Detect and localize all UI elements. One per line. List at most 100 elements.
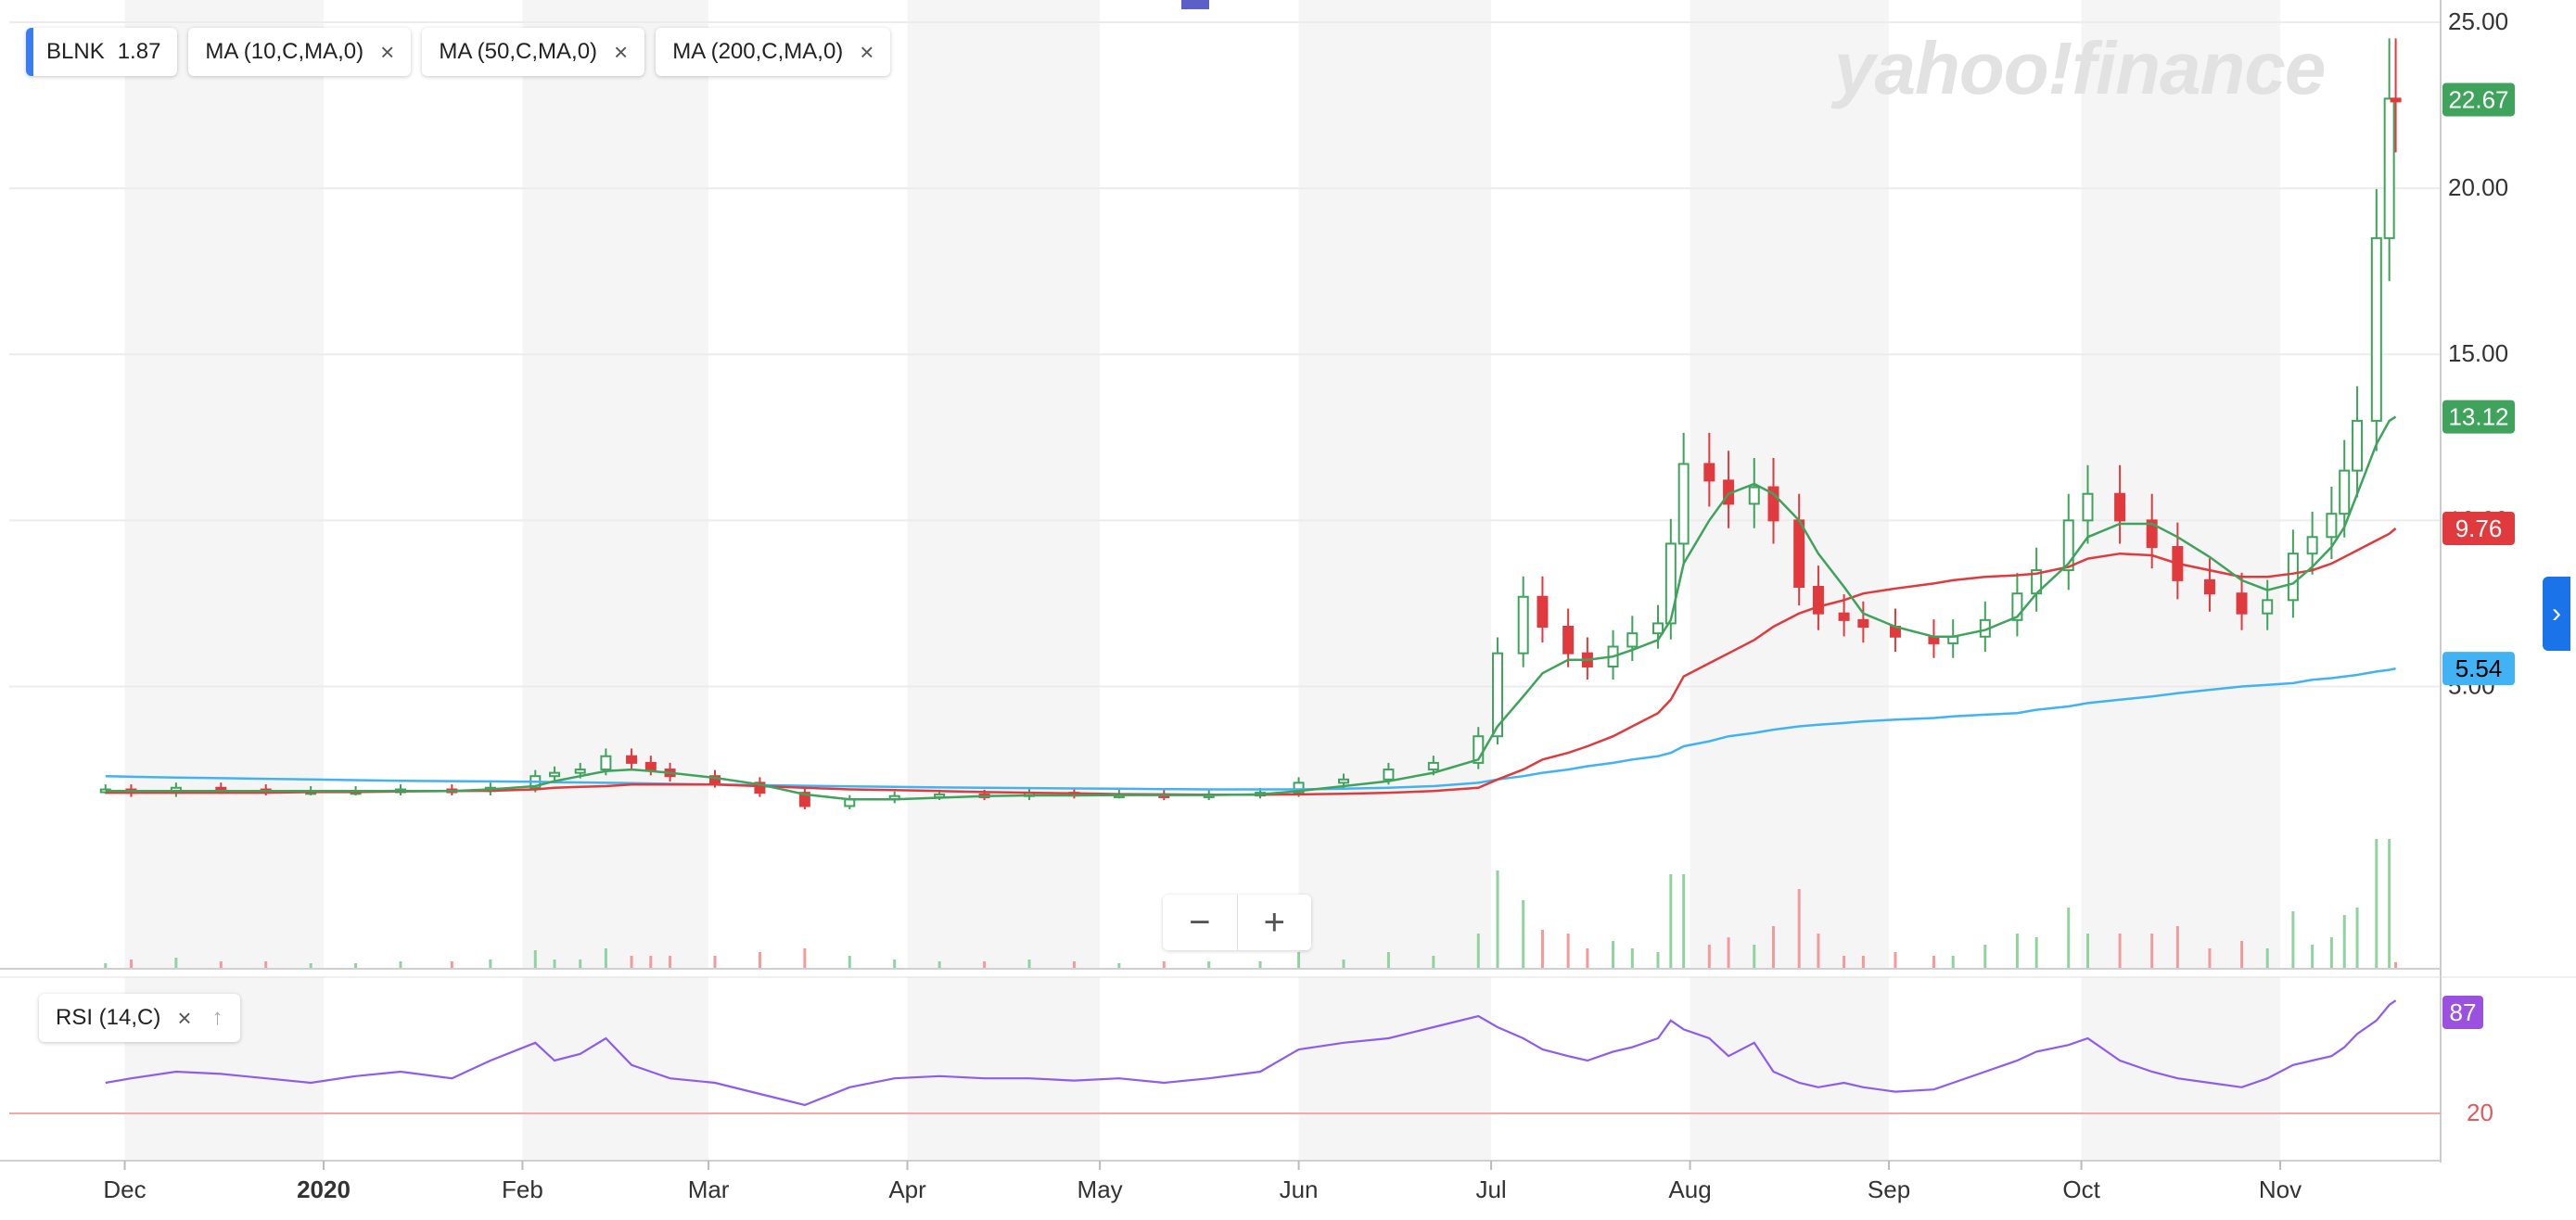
candle-body	[2287, 553, 2299, 602]
volume-bar	[553, 959, 556, 969]
candle-body	[549, 771, 561, 778]
volume-bar	[129, 959, 133, 969]
ma200-line	[105, 667, 2396, 791]
candle-body	[2236, 592, 2248, 615]
candle-body	[1838, 612, 1850, 621]
volume-bar	[1117, 963, 1121, 969]
volume-bar	[2085, 934, 2089, 969]
volume-bar	[1797, 889, 1801, 969]
symbol-label: BLNK	[46, 39, 105, 64]
volume-bar	[1432, 956, 1435, 969]
candle-body	[1383, 769, 1395, 781]
rsi-tick-label: 20	[2467, 1099, 2493, 1126]
close-icon[interactable]: ×	[860, 37, 874, 66]
volume-bar	[1207, 961, 1211, 969]
volume-bar	[2342, 915, 2346, 969]
volume-bar	[104, 963, 108, 969]
volume-bar	[604, 948, 607, 969]
ma200-badge: 5.54	[2455, 654, 2503, 682]
month-band	[907, 0, 1101, 969]
candle-body	[1664, 542, 1677, 625]
price-badges: 22.67 13.12 9.76 5.54 87	[2442, 83, 2515, 1029]
candle-body	[626, 755, 638, 764]
zoom-in-button[interactable]: +	[1236, 895, 1312, 950]
volume-bar	[2355, 908, 2359, 969]
rsi-line	[105, 999, 2397, 1107]
close-icon[interactable]: ×	[380, 37, 395, 66]
candle-body	[2114, 492, 2126, 522]
candle-body	[2370, 236, 2382, 422]
ma200-badge-bg	[2442, 652, 2515, 686]
volume-bar	[579, 959, 582, 969]
month-band	[124, 0, 324, 969]
x-tick-label: May	[1078, 1176, 1123, 1203]
candle-body	[2146, 519, 2158, 549]
y-tick-label: 25.00	[2448, 7, 2508, 35]
volume-bar	[1630, 948, 1634, 969]
close-icon[interactable]: ×	[177, 1003, 192, 1032]
volume-bar	[669, 956, 672, 969]
top-scroll-indicator[interactable]	[1181, 0, 1209, 9]
ma10-badge-bg	[2442, 400, 2515, 434]
volume-bar	[399, 961, 402, 969]
candle-body	[574, 769, 586, 774]
volume-bar	[354, 963, 358, 969]
volume-bar	[1342, 959, 1345, 969]
symbol-chip[interactable]: BLNK 1.87	[26, 28, 178, 76]
volume-bar	[1297, 952, 1301, 969]
month-band	[1690, 977, 1890, 1161]
candle-body	[1748, 486, 1760, 505]
x-tick-label: Sep	[1868, 1176, 1910, 1203]
candle-body	[2383, 97, 2395, 239]
ma50-chip[interactable]: MA (50,C,MA,0) ×	[422, 28, 645, 76]
zoom-controls: − +	[1163, 895, 1311, 950]
rsi-chip[interactable]: RSI (14,C) × ↑	[39, 994, 240, 1042]
volume-bar	[2291, 911, 2295, 969]
volume-bar	[1027, 959, 1031, 969]
volume-bar	[1753, 945, 1756, 969]
arrow-up-icon[interactable]: ↑	[211, 1005, 223, 1030]
close-badge: 22.67	[2448, 85, 2508, 113]
candle-body	[2262, 599, 2274, 615]
ma10-label: MA (10,C,MA,0)	[205, 39, 364, 64]
rsi-label: RSI (14,C)	[56, 1005, 161, 1030]
volume-bar	[1951, 956, 1955, 969]
volume-bar	[1566, 934, 1570, 969]
volume-bar	[893, 959, 897, 969]
volume-bar	[1817, 934, 1820, 969]
ma50-line	[105, 527, 2397, 796]
volume-bar	[2311, 945, 2315, 969]
candles	[99, 38, 2402, 809]
x-tick-label: Oct	[2062, 1176, 2100, 1203]
ma50-badge-bg	[2442, 511, 2515, 545]
volume-bar	[2067, 908, 2071, 969]
ma50-badge: 9.76	[2455, 515, 2503, 542]
close-icon[interactable]: ×	[614, 37, 629, 66]
volume-bar	[1772, 926, 1776, 969]
zoom-out-button[interactable]: −	[1189, 901, 1211, 943]
volume-bar	[264, 961, 268, 969]
volume-bar	[174, 958, 178, 969]
x-tick-label: Feb	[502, 1176, 543, 1203]
volume-bar	[1983, 945, 1987, 969]
volume-bar	[533, 950, 537, 969]
candle-body	[2062, 519, 2074, 572]
ma200-chip[interactable]: MA (200,C,MA,0) ×	[656, 28, 891, 76]
y-tick-label: 15.00	[2448, 339, 2508, 367]
volume-bar	[848, 956, 851, 969]
candle-body	[1492, 652, 1504, 738]
volume-bar	[1496, 871, 1499, 969]
chevron-right-icon[interactable]: ›	[2543, 577, 2570, 651]
x-tick-label: Nov	[2259, 1176, 2302, 1203]
candle-body	[1703, 463, 1715, 482]
ma200-label: MA (200,C,MA,0)	[672, 39, 844, 64]
volume-bar	[630, 956, 633, 969]
volume-bar	[1162, 961, 1166, 969]
candle-body	[1651, 622, 1664, 635]
month-bands	[124, 0, 2281, 1161]
ma10-chip[interactable]: MA (10,C,MA,0) ×	[188, 28, 412, 76]
volume-bar	[1727, 937, 1730, 969]
month-band	[2081, 977, 2281, 1161]
candle-body	[2339, 469, 2351, 515]
